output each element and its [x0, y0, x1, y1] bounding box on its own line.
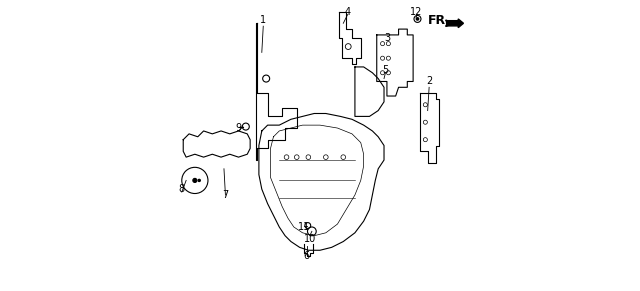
- Text: 12: 12: [410, 7, 422, 17]
- Text: 10: 10: [304, 234, 316, 244]
- Text: 11: 11: [298, 222, 310, 232]
- Text: 7: 7: [222, 190, 228, 200]
- Text: 8: 8: [179, 184, 185, 194]
- Circle shape: [193, 178, 197, 182]
- Text: 3: 3: [384, 33, 390, 43]
- Text: 6: 6: [304, 251, 310, 261]
- Text: FR.: FR.: [428, 14, 451, 27]
- Text: 2: 2: [426, 77, 432, 86]
- Circle shape: [417, 18, 419, 20]
- Text: 1: 1: [260, 15, 266, 25]
- Text: 5: 5: [382, 65, 388, 75]
- FancyArrow shape: [447, 19, 463, 28]
- Text: 9: 9: [236, 123, 241, 133]
- Circle shape: [198, 179, 200, 182]
- Text: 4: 4: [344, 7, 351, 17]
